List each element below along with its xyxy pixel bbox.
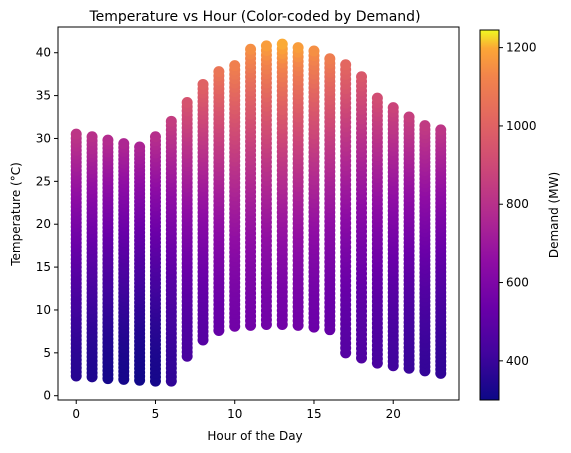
x-tick-label: 0 [72, 407, 80, 421]
plot-frame [57, 26, 460, 401]
x-axis-ticks: 0 5 10 15 20 [72, 400, 401, 421]
x-tick-label: 20 [386, 407, 401, 421]
y-tick-label: 10 [36, 303, 51, 317]
colorbar-label: Demand (MW) [547, 172, 561, 258]
data-point [229, 60, 241, 72]
data-point [70, 128, 82, 140]
y-axis-ticks: 0 5 10 15 20 25 30 35 40 [36, 46, 58, 403]
chart-title: Temperature vs Hour (Color-coded by Dema… [88, 9, 420, 25]
y-tick-label: 40 [36, 46, 51, 60]
data-points [70, 38, 447, 387]
colorbar-tick-label: 600 [506, 276, 529, 290]
colorbar-tick-label: 400 [506, 354, 529, 368]
colorbar-tick-label: 1000 [506, 119, 537, 133]
data-point [86, 131, 98, 143]
y-tick-label: 5 [43, 346, 51, 360]
y-tick-label: 20 [36, 217, 51, 231]
data-point [149, 131, 161, 143]
data-point [403, 111, 415, 123]
x-axis-label: Hour of the Day [207, 429, 302, 443]
data-point [245, 43, 257, 55]
colorbar [479, 29, 500, 401]
data-point [197, 78, 209, 90]
x-tick-label: 15 [306, 407, 321, 421]
data-point [165, 115, 177, 127]
data-point [340, 59, 352, 71]
data-point [134, 141, 146, 153]
data-point [260, 40, 272, 52]
data-point [276, 38, 288, 50]
data-point [118, 138, 130, 150]
data-point [324, 53, 336, 65]
data-point [102, 134, 114, 146]
data-point [435, 124, 447, 136]
data-point [292, 42, 304, 54]
x-tick-label: 5 [152, 407, 160, 421]
y-tick-label: 0 [43, 389, 51, 403]
data-point [419, 120, 431, 132]
y-axis-label: Temperature (°C) [9, 162, 23, 267]
colorbar-ticks: 400 600 800 1000 1200 [499, 41, 537, 368]
y-tick-label: 25 [36, 174, 51, 188]
colorbar-tick-label: 1200 [506, 41, 537, 55]
data-point [371, 92, 383, 104]
data-point [181, 96, 193, 108]
colorbar-tick-label: 800 [506, 197, 529, 211]
data-point [308, 45, 320, 57]
y-tick-label: 15 [36, 260, 51, 274]
y-tick-label: 35 [36, 89, 51, 103]
data-point [356, 71, 368, 83]
data-point [213, 66, 225, 78]
y-tick-label: 30 [36, 131, 51, 145]
data-point [387, 102, 399, 114]
x-tick-label: 10 [227, 407, 242, 421]
